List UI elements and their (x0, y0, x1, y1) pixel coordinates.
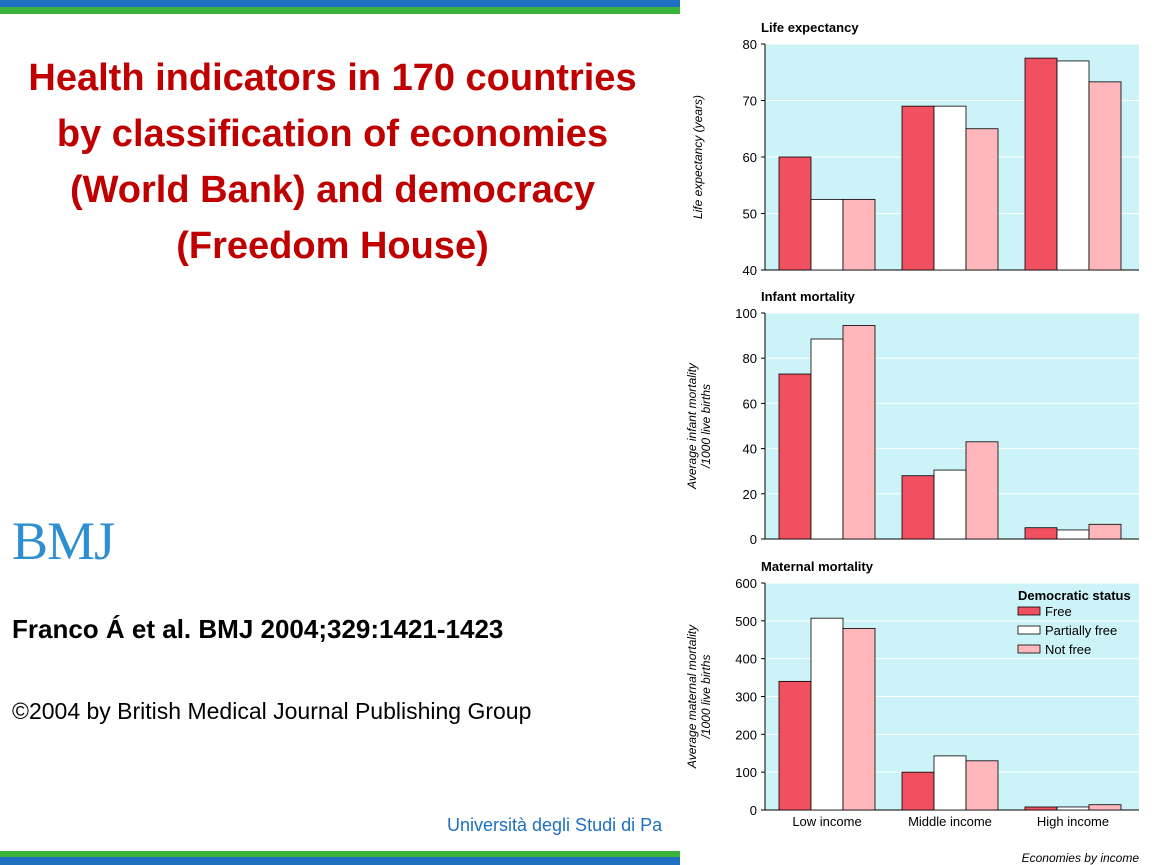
bar-partially-free (810, 617, 844, 811)
bar-free (778, 156, 812, 271)
y-axis-label: Life expectancy (years) (691, 95, 705, 219)
bar-not-free (842, 325, 876, 540)
bar-partially-free (1056, 60, 1090, 271)
panel-title: Maternal mortality (761, 559, 874, 574)
bar-not-free (1088, 81, 1122, 271)
legend-title: Democratic status (1018, 588, 1131, 603)
top-blue-stripe (0, 0, 1164, 7)
bar-partially-free (933, 469, 967, 540)
y-tick-label: 80 (743, 351, 757, 366)
bmj-logo: BMJ (12, 511, 115, 571)
y-tick-label: 0 (750, 803, 757, 818)
panel-title: Life expectancy (761, 20, 859, 35)
bar-partially-free (933, 105, 967, 271)
bar-free (901, 771, 935, 811)
bar-partially-free (810, 338, 844, 540)
legend-swatch (1017, 625, 1041, 635)
y-tick-label: 60 (743, 150, 757, 165)
bar-partially-free (1056, 806, 1090, 811)
bar-free (1024, 806, 1058, 811)
y-tick-label: 70 (743, 94, 757, 109)
bar-partially-free (933, 755, 967, 811)
y-tick-label: 0 (750, 532, 757, 547)
bar-partially-free (1056, 529, 1090, 540)
y-tick-label: 40 (743, 263, 757, 278)
bar-not-free (842, 628, 876, 811)
y-tick-label: 100 (735, 765, 757, 780)
bar-partially-free (810, 198, 844, 271)
citation-text: Franco Á et al. BMJ 2004;329:1421-1423 (12, 614, 504, 644)
legend-entry: Not free (1045, 642, 1091, 657)
y-tick-label: 300 (735, 690, 757, 705)
legend-swatch (1017, 606, 1041, 616)
top-green-stripe (0, 7, 1164, 14)
bar-free (901, 475, 935, 540)
copyright-text: ©2004 by British Medical Journal Publish… (12, 698, 532, 724)
bar-free (1024, 527, 1058, 540)
legend-entry: Partially free (1045, 623, 1117, 638)
bar-not-free (1088, 804, 1122, 811)
bar-free (778, 680, 812, 811)
figure-panel: 40 50 60 70 80 Life expectancy Life expectancy… (680, 0, 1164, 865)
y-axis-label: /1000 live births (699, 384, 713, 469)
panel-title: Infant mortality (761, 289, 856, 304)
x-category-label: Low income (792, 814, 861, 829)
y-axis-label: Average maternal mortality (685, 624, 699, 769)
footer-university-text: Università degli Studi di Pa (447, 815, 663, 835)
y-tick-label: 50 (743, 207, 757, 222)
slide-title: Health indicators in 170 countries by cl… (28, 57, 637, 267)
y-axis-label: Average infant mortality (685, 362, 699, 490)
y-tick-label: 600 (735, 576, 757, 591)
x-category-label: High income (1037, 814, 1109, 829)
y-tick-label: 40 (743, 442, 757, 457)
bar-free (778, 373, 812, 540)
x-axis-label: Economies by income (1022, 851, 1140, 865)
bar-not-free (842, 198, 876, 271)
y-tick-label: 20 (743, 487, 757, 502)
y-tick-label: 60 (743, 396, 757, 411)
bar-not-free (965, 441, 999, 540)
y-tick-label: 100 (735, 306, 757, 321)
x-category-label: Middle income (908, 814, 992, 829)
bar-not-free (1088, 523, 1122, 540)
y-tick-label: 80 (743, 37, 757, 52)
health-indicator-charts: 40 50 60 70 80 Life expectancy Life expectancy… (685, 20, 1140, 865)
bar-not-free (965, 760, 999, 811)
bar-not-free (965, 128, 999, 271)
bar-free (1024, 57, 1058, 271)
y-axis-label: /1000 live births (699, 654, 713, 739)
y-tick-label: 200 (735, 727, 757, 742)
y-tick-label: 500 (735, 614, 757, 629)
legend-entry: Free (1045, 604, 1072, 619)
bottom-blue-stripe (0, 857, 1164, 865)
bar-free (901, 105, 935, 271)
y-tick-label: 400 (735, 652, 757, 667)
legend-swatch (1017, 644, 1041, 654)
bottom-green-stripe (0, 851, 1164, 857)
